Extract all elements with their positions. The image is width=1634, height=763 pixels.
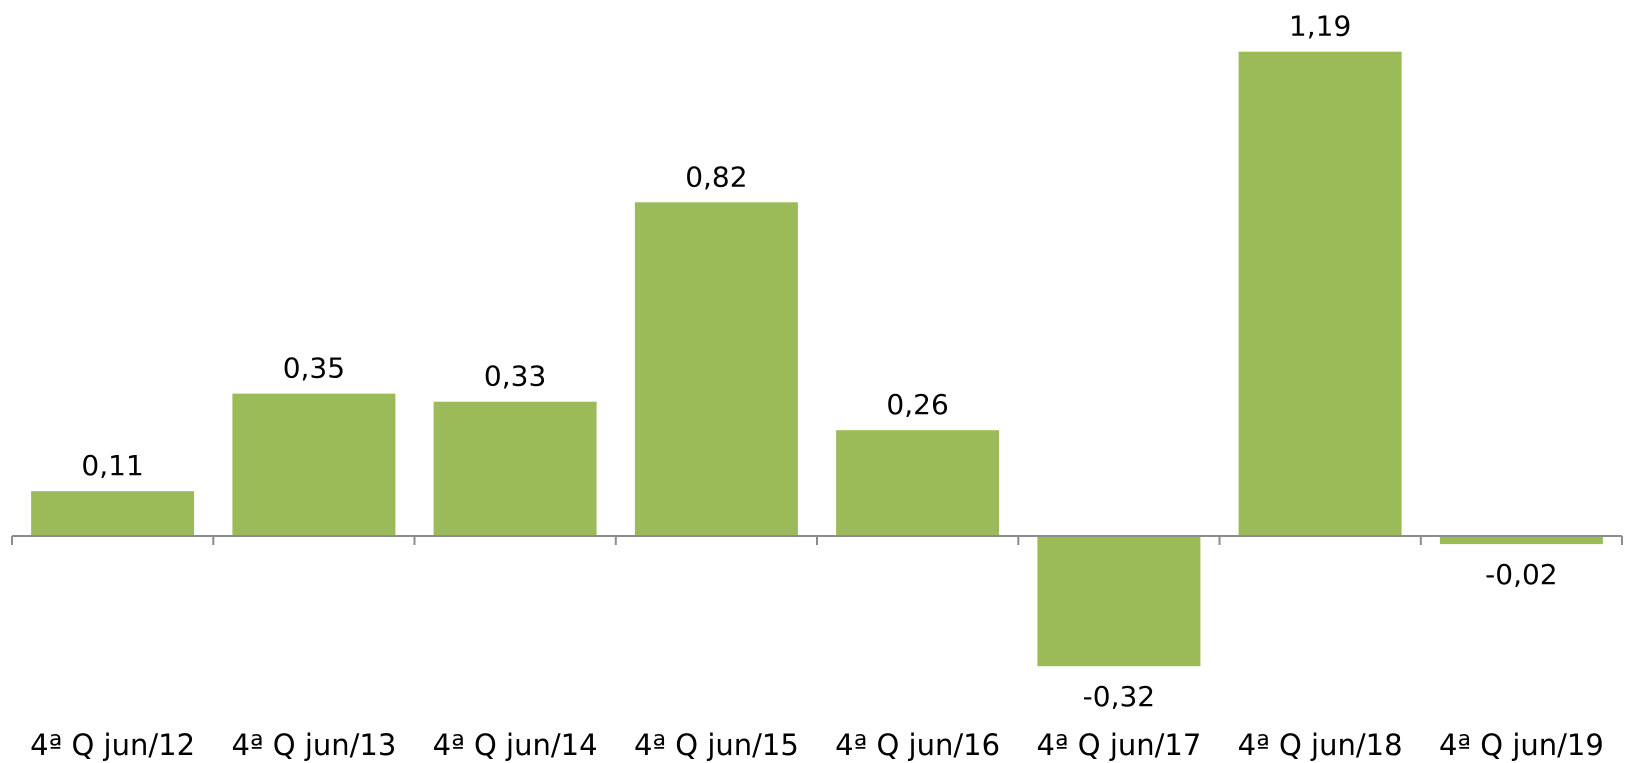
data-label-4: 0,82	[685, 160, 747, 193]
data-label-5: 0,26	[886, 388, 948, 421]
bar-2	[232, 393, 396, 536]
data-label-6: -0,32	[1083, 680, 1155, 713]
category-labels-group: 4ª Q jun/12 4ª Q jun/13 4ª Q jun/14 4ª Q ju…	[30, 728, 1604, 762]
category-label-1: 4ª Q jun/12	[30, 728, 195, 762]
data-label-2: 0,35	[283, 352, 345, 385]
bar-1	[31, 491, 195, 536]
bar-3	[433, 401, 597, 536]
category-label-6: 4ª Q jun/17	[1036, 728, 1201, 762]
category-label-4: 4ª Q jun/15	[634, 728, 799, 762]
x-axis	[11, 535, 1623, 545]
category-label-3: 4ª Q jun/14	[433, 728, 598, 762]
data-label-1: 0,11	[81, 449, 143, 482]
data-label-7: 1,19	[1289, 10, 1351, 43]
category-label-2: 4ª Q jun/13	[231, 728, 396, 762]
bar-6	[1037, 536, 1201, 667]
bar-5	[836, 430, 1000, 536]
bar-7	[1238, 51, 1402, 536]
category-label-7: 4ª Q jun/18	[1238, 728, 1403, 762]
data-labels-group: 0,11 0,35 0,33 0,82 0,26 -0,32 1,19 -0,02	[81, 10, 1557, 714]
bars-group	[31, 51, 1603, 667]
category-label-8: 4ª Q jun/19	[1439, 728, 1604, 762]
category-label-5: 4ª Q jun/16	[835, 728, 1000, 762]
bar-4	[634, 202, 798, 537]
bar-8	[1439, 536, 1603, 545]
data-label-3: 0,33	[484, 360, 546, 393]
data-label-8: -0,02	[1485, 558, 1557, 591]
